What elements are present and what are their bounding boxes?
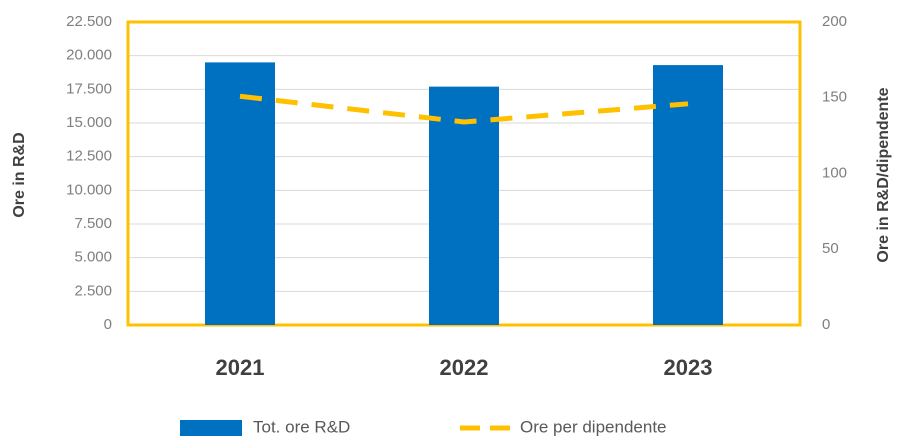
bar: [653, 65, 723, 326]
x-tick-label: 2023: [664, 355, 713, 380]
y-tick-label: 15.000: [66, 114, 112, 131]
y2-tick-label: 200: [822, 13, 847, 30]
legend-label: Ore per dipendente: [520, 417, 667, 436]
y-tick-label: 22.500: [66, 13, 112, 30]
legend-swatch: [180, 420, 242, 436]
y2-axis-title: Ore in R&D/dipendente: [875, 87, 892, 262]
y2-tick-label: 0: [822, 316, 830, 333]
y-tick-label: 5.000: [74, 249, 112, 266]
bar: [429, 86, 499, 325]
x-tick-label: 2021: [216, 355, 265, 380]
y-tick-label: 0: [104, 316, 112, 333]
y-axis-title: Ore in R&D: [11, 132, 28, 217]
y-tick-label: 12.500: [66, 148, 112, 165]
y-tick-label: 2.500: [74, 282, 112, 299]
y-tick-label: 7.500: [74, 215, 112, 232]
y-tick-label: 10.000: [66, 181, 112, 198]
bar: [205, 62, 275, 326]
y2-tick-label: 100: [822, 164, 847, 181]
x-tick-label: 2022: [440, 355, 489, 380]
y2-tick-label: 50: [822, 240, 839, 257]
line: [239, 93, 689, 125]
legend-label: Tot. ore R&D: [253, 417, 350, 436]
y-tick-label: 17.500: [66, 80, 112, 97]
y-tick-label: 20.000: [66, 47, 112, 64]
y2-tick-label: 150: [822, 89, 847, 106]
